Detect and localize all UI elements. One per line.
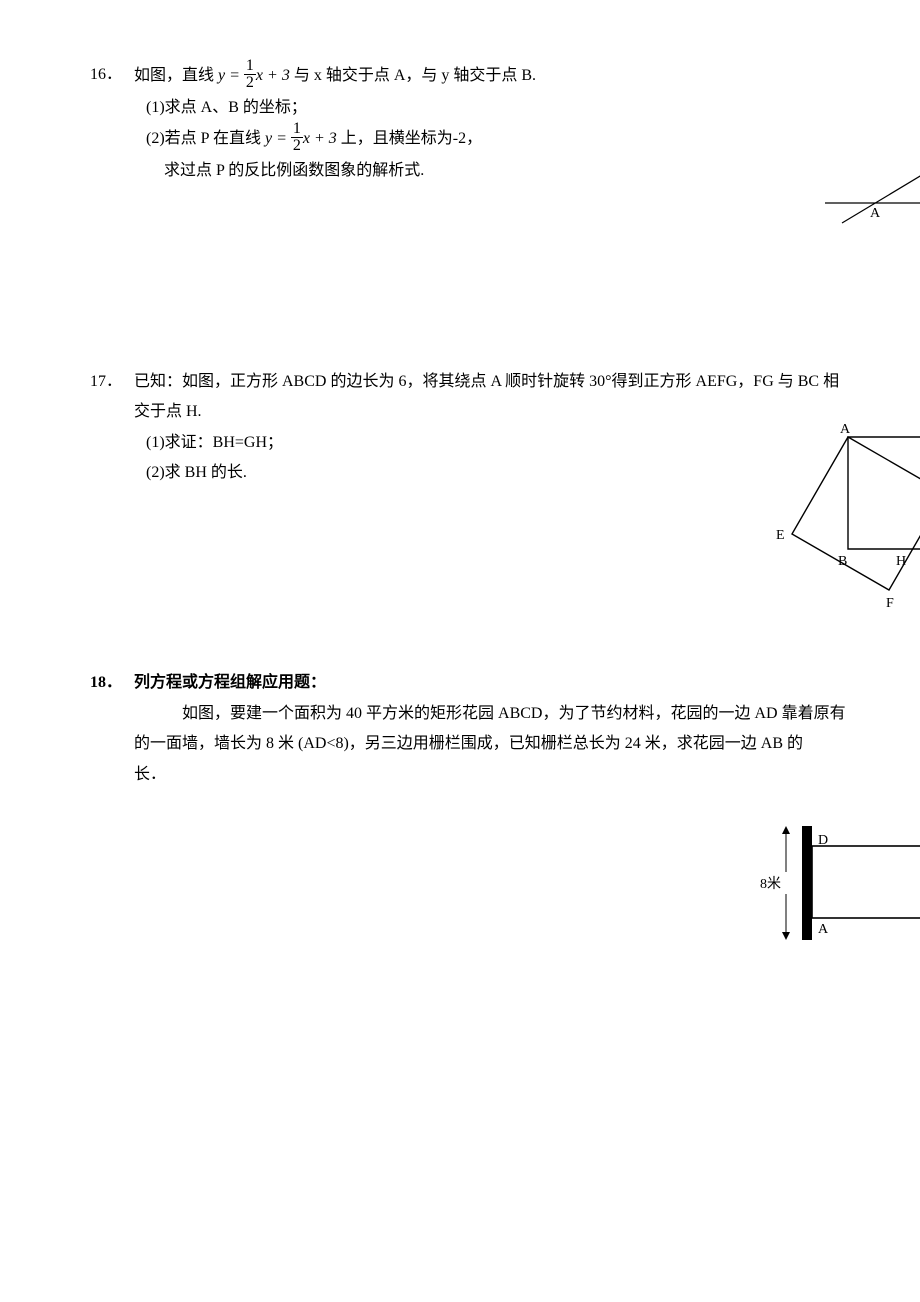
- point-a-label: A: [870, 206, 881, 221]
- equation-lhs: y =: [218, 67, 244, 84]
- label-8m: 8米: [760, 876, 781, 892]
- label-e: E: [776, 528, 785, 543]
- label-h: H: [896, 554, 906, 569]
- figure-garden-rect: 8米 D C A B: [760, 818, 920, 959]
- equation-rhs: x + 3: [256, 67, 290, 84]
- fraction: 12: [244, 58, 256, 91]
- problem-16: 16． 如图，直线 y = 12x + 3 与 x 轴交于点 A，与 y 轴交于…: [90, 60, 920, 187]
- problem-number: 17．: [90, 367, 130, 397]
- fraction: 12: [291, 121, 303, 154]
- problem-body: 列方程或方程组解应用题： 如图，要建一个面积为 40 平方米的矩形花园 ABCD…: [134, 668, 920, 790]
- label-b: B: [838, 554, 847, 569]
- sub2-pre: (2)若点 P 在直线: [146, 131, 265, 148]
- figure-rotated-square: A D C B E F G H: [760, 417, 920, 628]
- paragraph-2: 的一面墙，墙长为 8 米 (AD<8)，另三边用栅栏围成，已知栅栏总长为 24 …: [134, 729, 920, 759]
- label-d: D: [818, 833, 828, 848]
- equation-lhs: y =: [265, 131, 291, 148]
- label-a: A: [818, 922, 829, 937]
- paragraph-3: 长．: [134, 760, 920, 790]
- frac-num: 1: [291, 121, 303, 138]
- text-post: 与 x 轴交于点 A，与 y 轴交于点 B.: [294, 67, 536, 84]
- text-pre: 如图，直线: [134, 67, 218, 84]
- problem-heading: 列方程或方程组解应用题：: [134, 668, 920, 698]
- frac-den: 2: [244, 75, 256, 91]
- problem-number: 16．: [90, 60, 130, 90]
- problem-number: 18．: [90, 668, 130, 698]
- indent: [134, 705, 182, 722]
- label-f: F: [886, 596, 894, 611]
- problem-17: 17． 已知：如图，正方形 ABCD 的边长为 6，将其绕点 A 顺时针旋转 3…: [90, 367, 920, 489]
- sub2-post: 上，且横坐标为-2，: [341, 131, 482, 148]
- frac-num: 1: [244, 58, 256, 75]
- problem-18: 18． 列方程或方程组解应用题： 如图，要建一个面积为 40 平方米的矩形花园 …: [90, 668, 920, 790]
- frac-den: 2: [291, 138, 303, 154]
- problem-line-1: 已知：如图，正方形 ABCD 的边长为 6，将其绕点 A 顺时针旋转 30°得到…: [134, 367, 920, 397]
- label-a: A: [840, 422, 851, 437]
- paragraph-1: 如图，要建一个面积为 40 平方米的矩形花园 ABCD，为了节约材料，花园的一边…: [134, 699, 920, 729]
- para1-text: 如图，要建一个面积为 40 平方米的矩形花园 ABCD，为了节约材料，花园的一边…: [182, 705, 846, 722]
- figure-coordinate-plane: x y O A B: [800, 75, 920, 256]
- equation-rhs: x + 3: [303, 131, 337, 148]
